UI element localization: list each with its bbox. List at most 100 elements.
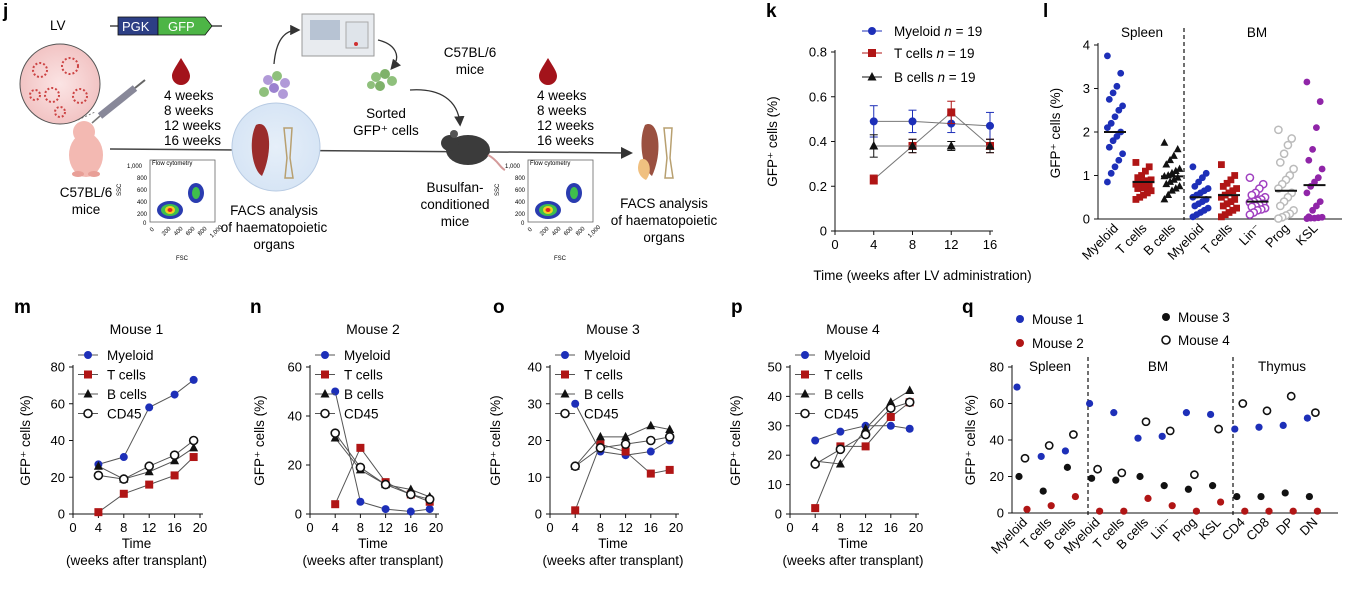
legend-n: n (944, 24, 952, 39)
x-tick-label: 12 (378, 520, 392, 535)
data-point (621, 431, 631, 441)
legend-entry-t-cells: T cells n = 19 (862, 46, 974, 61)
series-b-cells (330, 433, 435, 501)
data-point (1063, 463, 1071, 471)
category-6: Prog (1262, 125, 1298, 251)
chart-title: Mouse 1 (110, 321, 164, 337)
data-point (946, 140, 956, 150)
chart-m: 0 4 8 12 16 20 0 20 40 60 80 GFP⁺ cells (%) Time (wee… (18, 321, 207, 568)
data-point (1039, 487, 1047, 495)
data-point (1231, 196, 1239, 203)
flow-ytick-600-right: 600 (515, 188, 526, 194)
y-tick-label: 0 (535, 507, 542, 522)
x-tick-label: 8 (120, 520, 127, 535)
data-point (1110, 409, 1118, 417)
legend-label: B cells (344, 387, 384, 402)
data-point (595, 443, 606, 453)
data-point (1132, 180, 1140, 188)
flow-ytick-400-right: 400 (515, 200, 526, 206)
y-tick-label: 20 (51, 470, 65, 485)
legend-label: Myeloid (584, 348, 631, 363)
legend-entry-cd45: CD45 (795, 407, 859, 422)
legend-entry-mouse-1: Mouse 1 (1016, 312, 1084, 327)
legend-n-value: = 19 (944, 46, 974, 61)
data-point (1225, 209, 1233, 216)
data-point (1189, 163, 1197, 171)
series-t-cells (571, 440, 674, 515)
flow-ylabel-right: SSC (495, 183, 501, 196)
y-tick-label: 40 (288, 409, 302, 424)
series-cd45 (810, 397, 915, 469)
flow-xtick-200-left: 200 (161, 226, 173, 238)
x-tick-label: 4 (812, 520, 819, 535)
chart-title: Mouse 3 (586, 321, 640, 337)
data-point (1221, 211, 1229, 219)
y-tick-label: 3 (1083, 81, 1090, 96)
y-tick-label: 20 (528, 433, 542, 448)
x-tick-label: 8 (357, 520, 364, 535)
recipient-mice-line1: C57BL/6 (444, 45, 497, 60)
data-point (985, 140, 995, 150)
flow-ytick-0-right: 0 (521, 221, 525, 227)
data-point (1307, 182, 1315, 190)
x-axis-label: Time (358, 536, 388, 551)
data-point (1305, 156, 1313, 164)
data-point (1168, 168, 1176, 177)
panel-letter-o: o (493, 297, 505, 318)
flow-xtick-0-right: 0 (527, 226, 534, 233)
data-point (886, 412, 895, 421)
data-point (1182, 409, 1190, 417)
data-point (620, 439, 631, 449)
y-tick-label: 60 (51, 396, 65, 411)
y-tick-label: 20 (288, 458, 302, 473)
data-point (1136, 179, 1144, 187)
weeks-right-2: 8 weeks (537, 103, 587, 118)
legend-marker (1016, 315, 1024, 323)
blood-drop-icon (172, 58, 190, 85)
legend-marker (1162, 313, 1170, 321)
legend-marker (320, 408, 330, 419)
data-point (94, 508, 103, 517)
y-axis-label: GFP⁺ cells (%) (488, 395, 503, 485)
data-point (1303, 414, 1311, 422)
data-point (170, 390, 179, 399)
arrow-to-sorter (273, 24, 301, 65)
y-tick-label: 60 (288, 360, 302, 375)
data-point (1138, 184, 1145, 192)
legend-marker (561, 351, 569, 359)
data-point (1233, 204, 1240, 212)
neonatal-mouse-icon (69, 121, 103, 177)
data-point (1168, 186, 1176, 194)
weeks-right-4: 16 weeks (537, 133, 594, 148)
flow-title-left: Flow cytometry (152, 161, 192, 167)
x-tick-label: 20 (193, 520, 207, 535)
data-point (571, 399, 580, 408)
legend-marker (1016, 339, 1024, 347)
x-tick-label: 0 (306, 520, 313, 535)
data-point (1047, 502, 1055, 510)
data-point (1134, 185, 1142, 192)
x-tick-label: 0 (546, 520, 553, 535)
y-tick-label: 40 (768, 389, 782, 404)
legend-label: CD45 (107, 407, 142, 422)
donor-mice-line2: mice (72, 202, 101, 217)
legend-entry-myeloid: Myeloid n = 19 (862, 24, 982, 39)
data-point (1217, 498, 1225, 506)
x-tick-label: 4 (572, 520, 579, 535)
data-point (1318, 165, 1326, 173)
busulfan-line3: mice (441, 214, 470, 229)
panel-letter-k: k (766, 1, 777, 22)
flow-ytick-0-left: 0 (143, 221, 147, 227)
series-cd45 (330, 428, 435, 505)
data-point (145, 403, 154, 412)
legend-label: B cells (107, 387, 147, 402)
data-point (1231, 425, 1239, 433)
legend-label: B cells (584, 387, 624, 402)
legend-n-value: = 19 (945, 70, 975, 85)
y-tick-label: 60 (990, 396, 1004, 411)
data-point (1289, 507, 1297, 515)
data-point (1289, 164, 1298, 174)
data-point (1257, 492, 1265, 501)
